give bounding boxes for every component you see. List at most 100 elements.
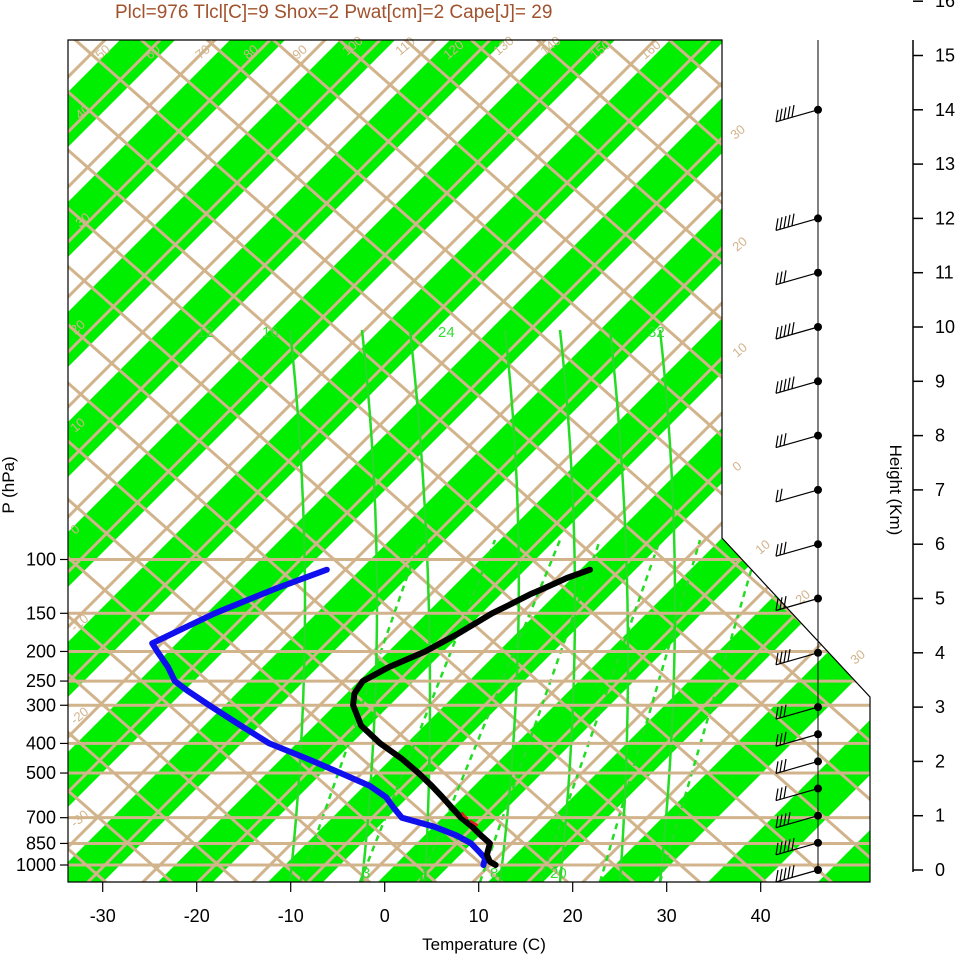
mixing-ratio-line [288, 329, 307, 882]
isotherm-line [68, 40, 870, 882]
mixing-ratio-label: 8 [490, 865, 498, 882]
mixing-ratio-dashed-line [478, 539, 602, 882]
pressure-tick-label: 1000 [16, 855, 56, 875]
isotherm-label: 130 [490, 33, 516, 58]
isotherm-line [68, 40, 312, 882]
plot-frame [67, 39, 871, 883]
height-tick-label: 11 [935, 263, 954, 283]
wind-barb-feather [791, 865, 795, 878]
wind-barb-feather [787, 106, 791, 119]
wind-barb-feather [783, 433, 787, 446]
isotherm-label: 30 [847, 647, 868, 668]
wind-barb-feather [783, 596, 787, 609]
wind-barb-feather [779, 380, 783, 393]
height-tick-label: 2 [935, 751, 945, 771]
adiabat-band [580, 40, 870, 882]
mixing-ratio-dashed-line [598, 539, 702, 882]
wind-barb-feather [779, 217, 783, 230]
temperature-tick-label: -10 [278, 906, 304, 926]
isotherm-line [68, 40, 325, 882]
wind-barb-feather [783, 758, 787, 772]
wind-barb-feather [783, 813, 787, 826]
pressure-tick-label: 500 [26, 763, 56, 783]
temperature-axis: -30 -20 -10 0 10 20 30 40 [90, 882, 771, 926]
isotherm-label: 10 [752, 537, 773, 558]
isotherm-line [123, 40, 870, 882]
wind-barb-feather [783, 541, 787, 554]
wind-barb-feather [779, 271, 783, 284]
pressure-tick-label: 200 [26, 641, 56, 661]
wind-barb-feather [787, 323, 791, 336]
mixing-ratio-label: 12 [197, 324, 214, 341]
dewpoint-line [149, 566, 489, 868]
isotherm-line [623, 40, 870, 882]
y-axis-label: P (hPa) [0, 456, 18, 513]
wind-barb-feather [787, 649, 791, 662]
mixing-ratio-label: 3 [362, 865, 370, 882]
wind-barb-feather [779, 597, 783, 610]
wind-barb [775, 380, 819, 394]
wind-barb-feather [783, 107, 787, 120]
chart-title: Plcl=976 Tlcl[C]=9 Shox=2 Pwat[cm]=2 Cap… [115, 2, 552, 23]
wind-barb [775, 760, 819, 774]
wind-barb-feather [775, 869, 779, 883]
mixing-ratio-label: 32 [648, 324, 665, 341]
wind-barb [775, 869, 819, 883]
isotherm-line [68, 40, 697, 882]
height-tick-label: 8 [935, 426, 945, 446]
temperature-tick-label: -30 [90, 906, 116, 926]
isotherm-line [68, 40, 870, 882]
height-tick-label: 1 [935, 806, 945, 826]
wind-barb [775, 787, 819, 802]
isotherm-line [68, 40, 257, 882]
mixing-ratio-line [608, 329, 630, 882]
isotherm-line [68, 40, 259, 882]
wind-barb-feather [775, 734, 779, 747]
wind-barb-feather [791, 104, 795, 118]
isotherm-line [68, 40, 532, 882]
wind-barb [775, 326, 819, 340]
wind-barb-feather [779, 787, 783, 800]
isotherm-line [359, 40, 870, 882]
isotherm-line [178, 40, 870, 882]
wind-barb-feather [779, 325, 783, 338]
pressure-tick-label: 100 [26, 550, 56, 570]
height-tick-label: 12 [935, 208, 955, 228]
isotherm-line [453, 40, 870, 882]
isotherm-line [491, 40, 870, 882]
temperature-line [350, 566, 593, 868]
height-tick-label: 15 [935, 46, 955, 66]
isobar-lines [68, 558, 870, 867]
isotherm-label: 30 [727, 122, 748, 143]
wind-barb-feather [775, 761, 779, 774]
wind-barb [775, 597, 819, 612]
wind-barb [775, 842, 819, 856]
isotherm-line [68, 40, 477, 882]
isotherm-line [68, 40, 587, 882]
wind-barb-feather [779, 760, 783, 773]
wind-barb-feather [775, 842, 779, 855]
wind-barb-feather [779, 108, 783, 121]
wind-barb-feather [791, 213, 795, 226]
wind-barb [775, 489, 819, 503]
sounding-series [149, 566, 593, 868]
wind-barb [775, 706, 819, 720]
wind-barb-feather [779, 542, 783, 556]
isotherm-line [68, 40, 853, 882]
mixing-ratio-line [408, 329, 432, 882]
isotherm-line [68, 40, 655, 882]
wind-barb-feather [783, 270, 787, 283]
isotherm-line [68, 40, 787, 882]
height-tick-label: 16 [935, 0, 955, 11]
wind-barb-feather [779, 814, 783, 827]
isotherm-line [563, 40, 870, 882]
wind-barb [775, 109, 819, 123]
wind-barb-feather [779, 488, 783, 501]
isotherm-line [68, 40, 807, 882]
mixing-ratio-label: 24 [438, 324, 455, 341]
wind-barb-feather [775, 326, 779, 340]
wind-barb [775, 435, 819, 449]
wind-barb-feather [783, 704, 787, 717]
